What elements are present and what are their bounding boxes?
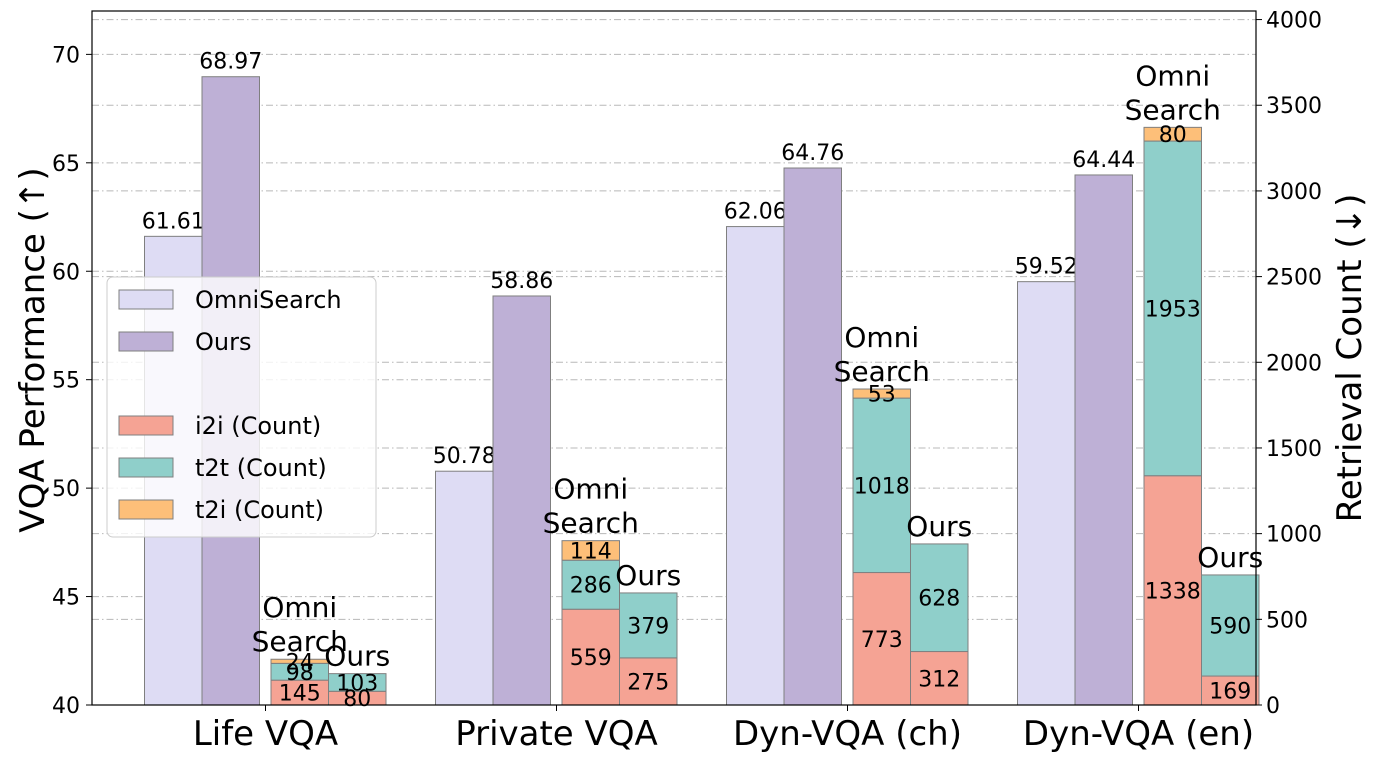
count-segment-label: 286 (570, 574, 612, 599)
count-segment-t2t (328, 673, 387, 692)
omnisearch-performance-label: 62.06 (724, 200, 787, 225)
omnisearch-performance-bar (726, 226, 785, 706)
count-segment-i2i (1143, 475, 1202, 706)
omnisearch-performance-bar (435, 470, 494, 706)
count-segment-label: 80 (1159, 123, 1187, 148)
count-segment-t2t (619, 592, 678, 659)
count-segment-label: 559 (570, 646, 612, 671)
count-segment-label: 379 (627, 614, 669, 639)
legend-entry: i2i (Count) (195, 412, 321, 440)
count-segment-label: 98 (286, 661, 314, 686)
right-axis-title: Retrieval Count (↓) (1330, 194, 1370, 523)
ours-performance-label: 64.44 (1072, 148, 1135, 173)
legend-entry: Ours (195, 328, 251, 356)
count-segment-label: 590 (1209, 614, 1251, 639)
legend-swatch (118, 457, 174, 478)
ours-performance-label: 58.86 (490, 269, 553, 294)
count-group-label: Search (834, 355, 930, 388)
left-axis-title: VQA Performance (↑) (13, 167, 53, 532)
left-y-tick-label: 45 (52, 586, 80, 611)
count-group-label: Ours (1197, 541, 1263, 574)
left-y-tick-label: 50 (52, 477, 80, 502)
count-segment-label: 53 (868, 383, 896, 408)
right-y-tick-label: 2500 (1266, 266, 1322, 291)
count-group-label: Omni (844, 321, 919, 354)
count-group-label: Ours (615, 559, 681, 592)
count-segment-t2t (1143, 140, 1202, 477)
count-segment-label: 24 (286, 650, 314, 675)
legend-swatch (118, 331, 174, 352)
count-group-label: Omni (262, 591, 337, 624)
right-y-tick-label: 4000 (1266, 9, 1322, 34)
count-segment-label: 1338 (1145, 579, 1201, 604)
count-group-label: Search (252, 625, 348, 658)
omnisearch-performance-label: 50.78 (433, 444, 496, 469)
left-y-tick-label: 65 (52, 152, 80, 177)
left-y-tick-label: 60 (52, 260, 80, 285)
legend-entry: t2i (Count) (195, 496, 324, 524)
legend-swatch (118, 289, 174, 310)
count-segment-label: 1018 (854, 474, 910, 499)
ours-performance-bar (783, 167, 842, 706)
right-y-tick-label: 3500 (1266, 94, 1322, 119)
legend-swatch (118, 499, 174, 520)
count-segment-label: 169 (1209, 680, 1251, 705)
count-segment-i2i (910, 651, 969, 706)
count-segment-label: 103 (336, 671, 378, 696)
count-segment-label: 275 (627, 670, 669, 695)
x-tick-label: Dyn-VQA (en) (1023, 714, 1254, 754)
ours-performance-label: 68.97 (199, 50, 262, 75)
count-segment-t2t (852, 397, 911, 574)
left-y-tick-label: 40 (52, 694, 80, 719)
count-segment-label: 145 (279, 682, 321, 707)
omnisearch-performance-label: 61.61 (142, 209, 205, 234)
legend-box (106, 276, 377, 538)
count-segment-t2t (1201, 574, 1260, 677)
count-segment-label: 80 (343, 687, 371, 712)
right-y-tick-label: 1500 (1266, 437, 1322, 462)
legend-entry: OmniSearch (195, 286, 342, 314)
left-y-tick-label: 55 (52, 369, 80, 394)
count-segment-label: 312 (918, 667, 960, 692)
count-group-label: Omni (1135, 59, 1210, 92)
count-segment-t2i (1143, 126, 1202, 142)
omnisearch-performance-bar (1017, 281, 1076, 706)
right-y-tick-label: 0 (1266, 694, 1280, 719)
right-y-tick-label: 2000 (1266, 351, 1322, 376)
count-segment-i2i (619, 657, 678, 706)
count-segment-label: 773 (861, 628, 903, 653)
plot-frame (91, 10, 1257, 706)
omnisearch-performance-label: 59.52 (1015, 255, 1078, 280)
count-group-label: Ours (906, 510, 972, 543)
count-group-label: Search (1125, 93, 1221, 126)
right-y-tick-label: 1000 (1266, 523, 1322, 548)
count-group-label: Ours (324, 640, 390, 673)
x-tick-label: Dyn-VQA (ch) (733, 714, 962, 754)
ours-performance-bar (1074, 174, 1133, 706)
count-segment-label: 628 (918, 587, 960, 612)
count-segment-t2i (270, 658, 329, 664)
count-group-label: Search (543, 507, 639, 540)
count-segment-t2i (852, 388, 911, 399)
left-y-tick-label: 70 (52, 43, 80, 68)
x-tick-label: Private VQA (455, 714, 658, 754)
count-segment-label: 114 (570, 539, 612, 564)
count-group-label: Omni (553, 473, 628, 506)
ours-performance-label: 64.76 (781, 141, 844, 166)
count-segment-label: 1953 (1145, 297, 1201, 322)
legend-swatch (118, 415, 174, 436)
legend-entry: t2t (Count) (195, 454, 327, 482)
count-segment-t2t (910, 543, 969, 653)
right-y-tick-label: 500 (1266, 608, 1308, 633)
count-segment-t2i (561, 540, 620, 561)
right-y-tick-label: 3000 (1266, 180, 1322, 205)
ours-performance-bar (492, 295, 551, 706)
x-tick-label: Life VQA (193, 714, 338, 754)
